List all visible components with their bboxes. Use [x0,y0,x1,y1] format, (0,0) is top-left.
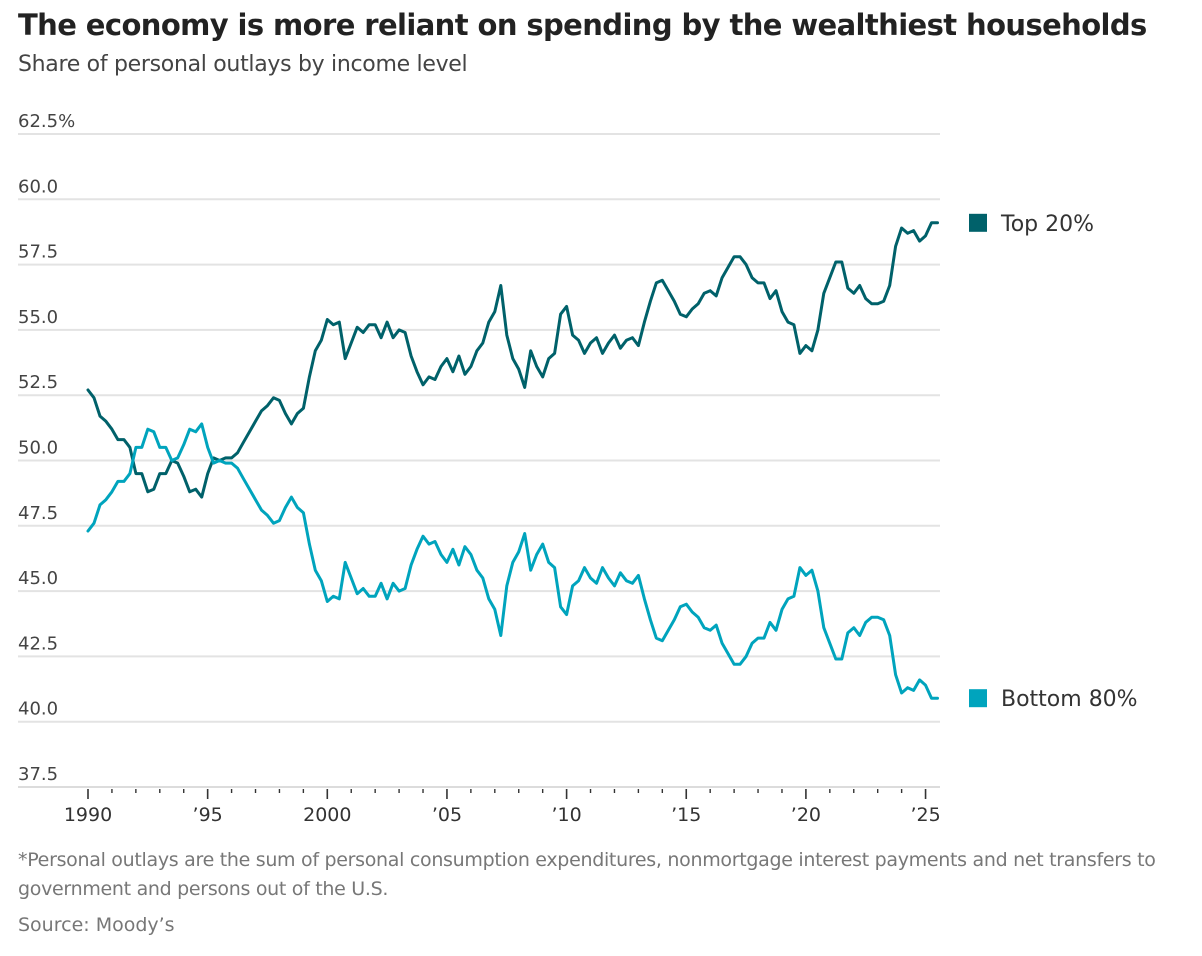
legend-label: Top 20% [1000,212,1094,237]
series-line-top-20 [86,221,939,499]
y-tick-label: 50.0 [18,438,58,459]
x-tick-label: ’95 [193,804,223,826]
y-tick-label: 37.5 [18,764,58,785]
footnote: *Personal outlays are the sum of persona… [18,849,1156,900]
x-tick-label: ’25 [910,804,940,826]
legend-label: Bottom 80% [1001,687,1138,712]
y-axis-labels: 62.5% 60.0 57.5 55.0 52.5 50.0 47.5 45.0 42.5 40.… [18,111,75,785]
legend-item-bottom-80: Bottom 80% [969,687,1138,712]
legend-item-top-20: Top 20% [969,212,1094,237]
legend-swatch [969,689,987,708]
x-axis: 1990 ’95 2000 ’05 ’10 ’15 ’20 ’25 [64,789,941,826]
x-tick-label: ’05 [432,804,462,826]
y-tick-label: 57.5 [18,242,58,263]
source-note: Source: Moody’s [18,914,175,936]
chart-title: The economy is more reliant on spending … [18,8,1147,42]
y-tick-label: 42.5 [18,633,58,654]
x-tick-label: ’20 [791,804,821,826]
gridlines [18,133,940,788]
series-lines [86,221,939,700]
y-tick-label: 62.5% [18,111,75,132]
x-tick-label: 2000 [303,804,351,826]
y-tick-label: 40.0 [18,699,58,720]
x-tick-label: 1990 [64,804,112,826]
y-tick-label: 60.0 [18,176,58,197]
x-tick-label: ’15 [671,804,701,826]
legend-swatch [969,213,987,232]
y-tick-label: 47.5 [18,503,58,524]
x-tick-label: ’10 [551,804,581,826]
y-tick-label: 45.0 [18,568,58,589]
chart-subtitle: Share of personal outlays by income leve… [18,52,468,77]
legend: Top 20% Bottom 80% [969,212,1138,712]
y-tick-label: 52.5 [18,372,58,393]
y-tick-label: 55.0 [18,307,58,328]
series-line-bottom-80 [86,422,939,700]
